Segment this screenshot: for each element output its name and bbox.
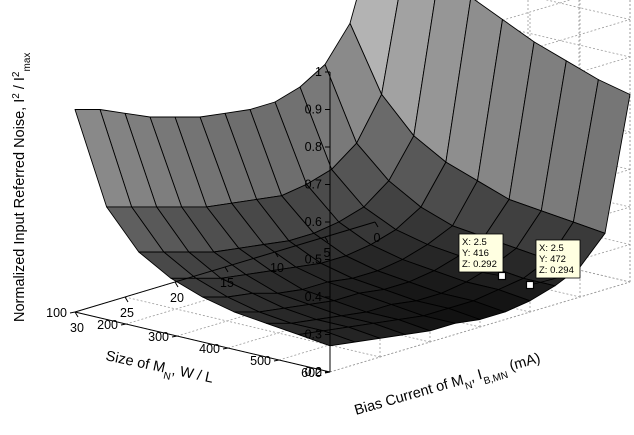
grid-line-y-floor xyxy=(329,281,631,373)
x-tick-label: 20 xyxy=(170,291,184,305)
z-tick-label: 0.3 xyxy=(305,328,322,342)
x-tick-label: 30 xyxy=(70,321,84,335)
z-tick-label: 1 xyxy=(315,65,322,79)
z-tick-label: 0.4 xyxy=(305,290,322,304)
z-tick-label: 0.5 xyxy=(305,253,322,267)
datatip-marker xyxy=(525,280,535,290)
datatip-z-text: Z: 0.294 xyxy=(539,265,574,276)
datatip-box xyxy=(458,233,504,273)
z-tick-label: 0.6 xyxy=(305,215,322,229)
y-tick-mark xyxy=(222,347,229,350)
datatip-y-text: Y: 472 xyxy=(539,254,566,265)
y-tick-mark xyxy=(69,311,76,314)
x-axis-label-sub-n: N xyxy=(464,380,474,393)
x-tick-mark xyxy=(124,296,129,303)
datatip-z-text: Z: 0.292 xyxy=(462,259,497,270)
y-tick-label: 300 xyxy=(148,330,169,344)
x-tick-label: 25 xyxy=(120,306,134,320)
datatip-leader xyxy=(529,277,558,286)
y-tick-mark xyxy=(273,359,280,362)
y-tick-mark xyxy=(120,323,127,326)
datatip-y-text: Y: 416 xyxy=(462,248,489,259)
z-axis-label: Normalized Input Referred Noise, I2 / I2… xyxy=(11,53,33,322)
z-tick-label: 0.8 xyxy=(305,140,322,154)
x-tick-label: 0 xyxy=(374,231,381,245)
y-axis-label-sub: N xyxy=(162,370,171,382)
x-tick-label: 5 xyxy=(324,246,331,260)
z-tick-label: 0.7 xyxy=(305,178,322,192)
x-tick-mark xyxy=(274,251,279,258)
x-tick-label: 15 xyxy=(220,276,234,290)
datatip-x-text: X: 2.5 xyxy=(539,243,564,254)
datatip-marker xyxy=(497,271,507,281)
y-tick-label: 100 xyxy=(46,306,67,320)
x-tick-mark xyxy=(74,311,79,318)
y-tick-label: 600 xyxy=(301,366,322,380)
z-tick-label: 0.9 xyxy=(305,103,322,117)
y-tick-label: 500 xyxy=(250,354,271,368)
x-tick-mark xyxy=(224,266,229,273)
z-axis-label-base: Normalized Input Referred Noise, I xyxy=(12,99,28,322)
datatip-x-text: X: 2.5 xyxy=(462,237,487,248)
x-tick-mark xyxy=(324,236,329,243)
z-axis-label-sup-2: 2 xyxy=(11,71,22,77)
x-axis-label-mid: , I xyxy=(468,367,484,386)
y-tick-mark xyxy=(171,335,178,338)
y-tick-label: 400 xyxy=(199,342,220,356)
z-axis-label-sub-max: max xyxy=(22,53,33,72)
x-tick-mark xyxy=(374,221,379,228)
x-tick-mark xyxy=(174,281,179,288)
z-tick-label: 0.2 xyxy=(305,365,322,379)
y-tick-label: 200 xyxy=(97,318,118,332)
datatip-box xyxy=(535,239,581,279)
z-axis-label-mid: / I xyxy=(12,77,28,93)
axis-line-y xyxy=(74,311,331,373)
z-axis-label-sup-1: 2 xyxy=(11,93,22,99)
x-tick-label: 10 xyxy=(270,261,284,275)
